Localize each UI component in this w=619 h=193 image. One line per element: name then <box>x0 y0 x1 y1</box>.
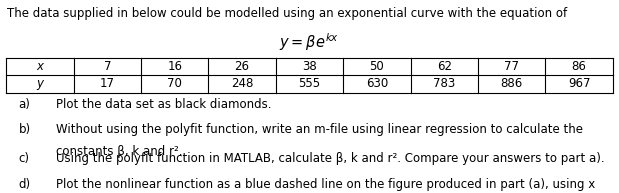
Text: y: y <box>37 77 43 91</box>
Text: 86: 86 <box>572 60 587 73</box>
Text: 50: 50 <box>370 60 384 73</box>
Text: 886: 886 <box>501 77 523 91</box>
Text: 62: 62 <box>437 60 452 73</box>
Text: 77: 77 <box>504 60 519 73</box>
Text: Plot the nonlinear function as a blue dashed line on the figure produced in part: Plot the nonlinear function as a blue da… <box>56 178 595 191</box>
Text: 7: 7 <box>103 60 111 73</box>
Text: 967: 967 <box>568 77 591 91</box>
Text: $y = \beta e^{kx}$: $y = \beta e^{kx}$ <box>279 31 340 52</box>
Text: 248: 248 <box>231 77 253 91</box>
Text: Using the polyfit function in MATLAB, calculate β, k and r². Compare your answer: Using the polyfit function in MATLAB, ca… <box>56 152 604 165</box>
Text: b): b) <box>19 123 31 136</box>
Text: 38: 38 <box>302 60 317 73</box>
Text: 555: 555 <box>298 77 321 91</box>
Text: 26: 26 <box>235 60 249 73</box>
Text: The data supplied in below could be modelled using an exponential curve with the: The data supplied in below could be mode… <box>7 7 568 20</box>
Text: 630: 630 <box>366 77 388 91</box>
Text: Plot the data set as black diamonds.: Plot the data set as black diamonds. <box>56 98 271 111</box>
Text: 70: 70 <box>167 77 182 91</box>
Text: c): c) <box>19 152 30 165</box>
Text: d): d) <box>19 178 31 191</box>
Text: constants β, k and r².: constants β, k and r². <box>56 145 182 158</box>
Text: x: x <box>37 60 43 73</box>
Text: a): a) <box>19 98 30 111</box>
Text: 16: 16 <box>167 60 182 73</box>
Text: 17: 17 <box>100 77 115 91</box>
Text: 783: 783 <box>433 77 456 91</box>
Text: Without using the polyfit function, write an m-file using linear regression to c: Without using the polyfit function, writ… <box>56 123 582 136</box>
